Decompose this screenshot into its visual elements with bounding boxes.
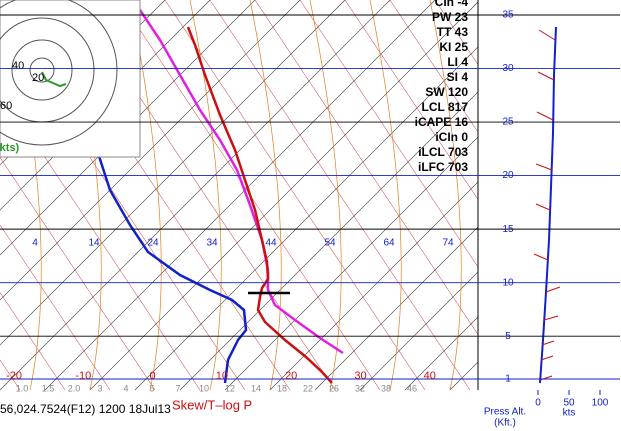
mixing-label: 12 (225, 383, 235, 393)
hodo-ring-label: 40 (12, 60, 24, 72)
isotherm (134, 0, 526, 391)
altitude-label: 20 (502, 170, 514, 181)
dry-adiabat (0, 157, 156, 391)
theta-label: 74 (442, 238, 454, 249)
wind-tick-label: 50 (563, 398, 575, 409)
wind-tick-label: 100 (592, 398, 609, 409)
mixing-label: 26 (329, 383, 339, 393)
mixing-label: 14 (251, 383, 261, 393)
temperature-label: -20 (6, 370, 22, 382)
wind-barbs (533, 29, 561, 381)
dry-adiabat (0, 224, 111, 391)
moist-adiabat (369, 0, 402, 391)
index-label: iLFC 703 (418, 160, 468, 174)
index-label: LI 4 (447, 55, 468, 69)
theta-label: 4 (32, 238, 38, 249)
isotherm (89, 0, 481, 391)
axis-label: Press Alt. (484, 407, 526, 418)
isotherm (0, 0, 211, 211)
theta-label: 14 (88, 238, 100, 249)
index-label: iCAPE 16 (415, 115, 469, 129)
mixing-label: 1.5 (42, 383, 55, 393)
axis-unit: (Kft.) (494, 418, 516, 429)
hodograph-box (0, 0, 141, 158)
dry-adiabat (0, 292, 66, 391)
altitude-label: 25 (502, 117, 514, 128)
wind-speed-line (539, 26, 557, 384)
moist-adiabat (129, 0, 162, 391)
isotherm (0, 0, 301, 301)
mixing-label: 32 (355, 383, 365, 393)
altitude-label: 5 (505, 331, 511, 342)
mixing-label: 5 (149, 383, 154, 393)
temperature-label: 0 (150, 370, 156, 382)
temperature-curve (186, 26, 333, 384)
altitude-label: 1 (505, 374, 511, 385)
moist-adiabat (309, 0, 342, 391)
index-label: TT 43 (437, 25, 469, 39)
theta-label: 34 (206, 238, 218, 249)
dry-adiabat (164, 0, 426, 391)
theta-label: 24 (147, 238, 159, 249)
temperature-label: 30 (354, 370, 366, 382)
clip-bottom (0, 392, 478, 431)
isotherm (0, 0, 256, 256)
theta-label: 44 (265, 238, 277, 249)
mixing-label: 7 (175, 383, 180, 393)
hodo-ring-label: 60 (0, 100, 12, 112)
mixing-label: 4 (123, 383, 128, 393)
dry-adiabat (254, 0, 516, 391)
index-label: SW 120 (425, 85, 468, 99)
index-label: SI 4 (447, 70, 469, 84)
dry-adiabat (0, 89, 201, 391)
theta-label: 54 (324, 238, 336, 249)
mixing-label: 22 (303, 383, 313, 393)
index-label: iCIn 0 (435, 130, 468, 144)
mixing-label: 38 (381, 383, 391, 393)
moist-adiabat (249, 0, 282, 391)
wind-tick-label: 0 (535, 398, 541, 409)
hodo-unit: (kts) (0, 142, 20, 154)
wind-unit: kts (563, 408, 576, 419)
index-label: PW 23 (432, 10, 468, 24)
diagram-label: Skew/T–log P (172, 397, 252, 412)
hodo-ring-label: 20 (32, 72, 44, 84)
index-label: CIn -4 (435, 0, 469, 9)
mixing-label: 1.0 (16, 383, 29, 393)
mixing-label: 2.0 (68, 383, 81, 393)
isotherm (0, 0, 391, 391)
index-label: iLCL 703 (418, 145, 468, 159)
mixing-label: 3 (97, 383, 102, 393)
temperature-label: -10 (75, 370, 91, 382)
isotherm (44, 0, 436, 391)
index-label: LCL 817 (422, 100, 469, 114)
altitude-label: 35 (502, 10, 514, 21)
temperature-label: 40 (424, 370, 436, 382)
dry-adiabat (209, 0, 471, 391)
temperature-label: 10 (216, 370, 228, 382)
temperature-label: 20 (285, 370, 297, 382)
mixing-label: 10 (199, 383, 209, 393)
isotherm (0, 0, 346, 346)
altitude-label: 15 (502, 224, 514, 235)
hodograph-rings (0, 0, 118, 146)
index-label: KI 25 (439, 40, 468, 54)
caption: 56,024.7524(F12) 1200 18Jul13 (0, 402, 171, 416)
theta-label: 64 (383, 238, 395, 249)
mixing-label: 46 (407, 383, 417, 393)
mixing-label: 18 (277, 383, 287, 393)
moist-adiabat (429, 0, 462, 391)
altitude-label: 30 (502, 63, 514, 74)
altitude-label: 10 (502, 277, 514, 288)
hodograph-trace (41, 71, 67, 88)
parcel-curve (129, 0, 344, 355)
